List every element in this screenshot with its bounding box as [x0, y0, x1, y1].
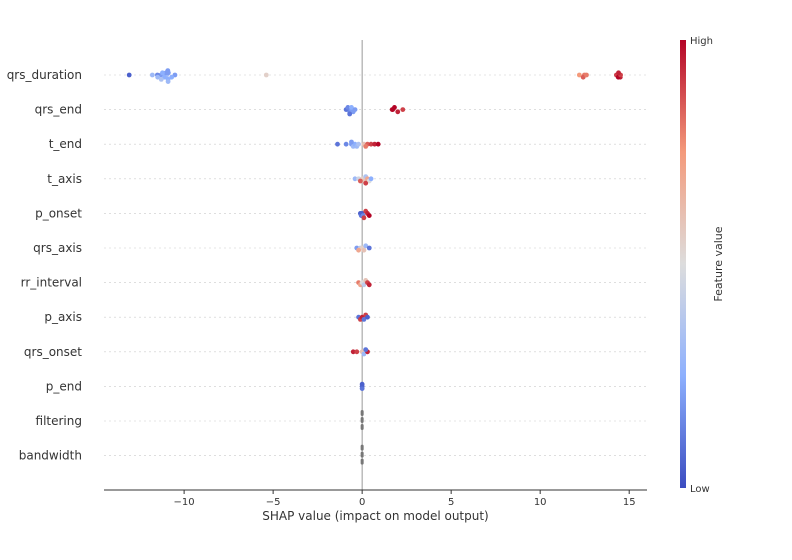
point-p_onset [361, 215, 367, 221]
point-qrs_axis [361, 247, 367, 253]
colorbar-high-label: High [690, 36, 713, 47]
point-t_end [363, 144, 369, 149]
feature-label-qrs_end: qrs_end [35, 103, 82, 117]
point-qrs_end [347, 111, 353, 117]
point-t_end [335, 141, 340, 147]
colorbar-low-label: Low [690, 484, 710, 495]
point-t_axis [363, 180, 369, 186]
point-t_end [368, 141, 374, 147]
point-qrs_duration [263, 72, 269, 78]
feature-label-bandwidth: bandwidth [19, 449, 82, 463]
point-qrs_end [395, 109, 401, 115]
point-p_axis [361, 317, 367, 322]
point-qrs_end [345, 105, 351, 110]
point-t_axis [368, 176, 374, 182]
point-qrs_duration [616, 70, 621, 76]
point-t_axis [352, 176, 358, 182]
point-p_onset [366, 213, 372, 219]
point-rr_interval [366, 282, 372, 288]
point-bandwidth [360, 451, 364, 458]
x-tick-label: 10 [534, 497, 547, 508]
point-qrs_onset [350, 349, 356, 355]
feature-label-filtering: filtering [36, 414, 82, 428]
feature-label-p_onset: p_onset [35, 206, 82, 220]
colorbar [680, 40, 686, 488]
point-filtering [360, 410, 364, 416]
x-axis-ticks: −10 −5 0 5 10 15 [174, 490, 636, 508]
feature-label-qrs_onset: qrs_onset [24, 345, 82, 359]
point-qrs_duration [169, 74, 175, 80]
feature-label-p_end: p_end [46, 379, 82, 393]
feature-label-rr_interval: rr_interval [21, 276, 82, 290]
x-tick-label: 0 [359, 497, 365, 508]
point-qrs_duration [576, 72, 582, 78]
point-qrs_duration [584, 72, 589, 78]
point-filtering [360, 424, 364, 430]
point-qrs_onset [363, 347, 369, 352]
x-tick-label: −5 [266, 497, 281, 508]
point-bandwidth [360, 458, 364, 465]
point-t_end [349, 139, 354, 145]
point-t_end [372, 141, 378, 147]
feature-labels: qrs_duration qrs_end t_end t_axis p_onsetqrs… [7, 68, 83, 463]
point-qrs_onset [354, 349, 360, 355]
point-qrs_end [400, 107, 406, 112]
point-qrs_end [352, 107, 358, 112]
point-rr_interval [361, 282, 367, 288]
colorbar-title: Feature value [712, 226, 725, 301]
x-tick-label: 15 [623, 497, 636, 508]
point-bandwidth [360, 444, 364, 451]
point-qrs_duration [126, 72, 132, 78]
point-qrs_duration [160, 70, 165, 76]
point-qrs_duration [165, 68, 171, 73]
point-p_end [359, 381, 365, 387]
point-qrs_axis [356, 247, 361, 253]
point-qrs_duration [158, 77, 164, 82]
point-t_end [343, 141, 349, 147]
point-qrs_onset [361, 351, 367, 357]
point-qrs_axis [366, 245, 372, 251]
x-tick-label: −10 [174, 497, 195, 508]
point-t_end [356, 141, 361, 147]
point-t_end [375, 141, 381, 147]
point-qrs_end [392, 105, 397, 110]
feature-label-t_end: t_end [49, 137, 82, 151]
feature-label-qrs_duration: qrs_duration [7, 68, 82, 82]
point-p_end [359, 386, 365, 391]
point-filtering [360, 417, 364, 423]
point-qrs_duration [155, 74, 161, 80]
row-guide-lines [104, 74, 647, 456]
point-p_axis [365, 314, 370, 320]
point-qrs_duration [165, 79, 171, 84]
feature-label-t_axis: t_axis [47, 172, 82, 186]
x-axis-label: SHAP value (impact on model output) [262, 509, 489, 523]
point-qrs_axis [363, 243, 369, 249]
data-points [126, 68, 623, 465]
point-qrs_end [349, 105, 354, 110]
feature-label-qrs_axis: qrs_axis [33, 241, 82, 255]
point-t_axis [357, 178, 363, 184]
x-tick-label: 5 [448, 497, 454, 508]
point-qrs_duration [149, 72, 155, 78]
feature-label-p_axis: p_axis [44, 310, 82, 324]
